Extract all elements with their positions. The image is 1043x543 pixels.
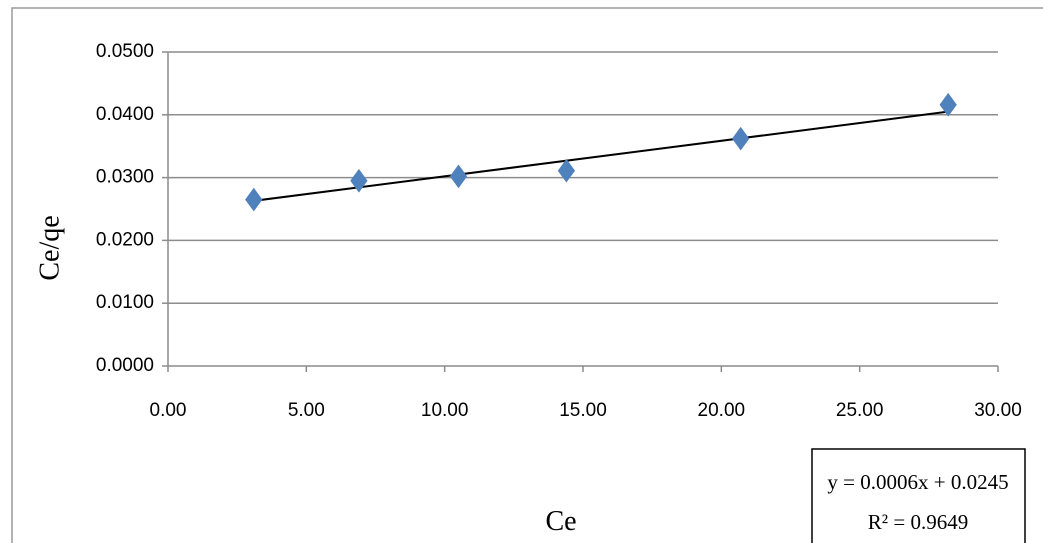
data-points	[245, 92, 957, 212]
y-axis-title: Ce/qe	[34, 215, 65, 280]
x-tick-label: 5.00	[288, 400, 325, 421]
r-squared: R² = 0.9649	[868, 510, 968, 534]
trendline	[253, 110, 949, 202]
axes	[162, 51, 999, 372]
data-point	[939, 92, 957, 117]
x-tick-labels: 0.00 5.00 10.00 15.00 20.00 25.00 30.00	[150, 400, 1022, 421]
trendline-group	[253, 110, 949, 202]
y-tick-label: 0.0000	[96, 355, 154, 376]
data-point	[245, 187, 263, 212]
data-point	[449, 164, 468, 189]
data-point	[557, 158, 576, 183]
data-point	[732, 126, 750, 151]
y-tick-label: 0.0200	[96, 229, 154, 250]
x-tick-label: 15.00	[559, 400, 607, 421]
x-tick-label: 30.00	[974, 400, 1022, 421]
equation-box-frame	[811, 448, 1026, 543]
trendline-equation: y = 0.0006x + 0.0245	[827, 470, 1008, 494]
data-point	[350, 168, 368, 193]
y-tick-label: 0.0300	[96, 167, 154, 188]
x-tick-label: 20.00	[698, 400, 746, 421]
y-tick-label: 0.0400	[96, 104, 154, 125]
equation-box: y = 0.0006x + 0.0245 R² = 0.9649	[811, 448, 1026, 543]
x-axis-title: Ce	[545, 506, 576, 537]
y-tick-labels: 0.0000 0.0100 0.0200 0.0300 0.0400 0.0500	[96, 41, 154, 376]
x-tick-label: 0.00	[150, 400, 187, 421]
y-tick-label: 0.0500	[96, 41, 154, 62]
x-tick-label: 10.00	[421, 400, 469, 421]
x-tick-label: 25.00	[836, 400, 884, 421]
gridlines	[168, 51, 998, 304]
y-tick-label: 0.0100	[96, 292, 154, 313]
